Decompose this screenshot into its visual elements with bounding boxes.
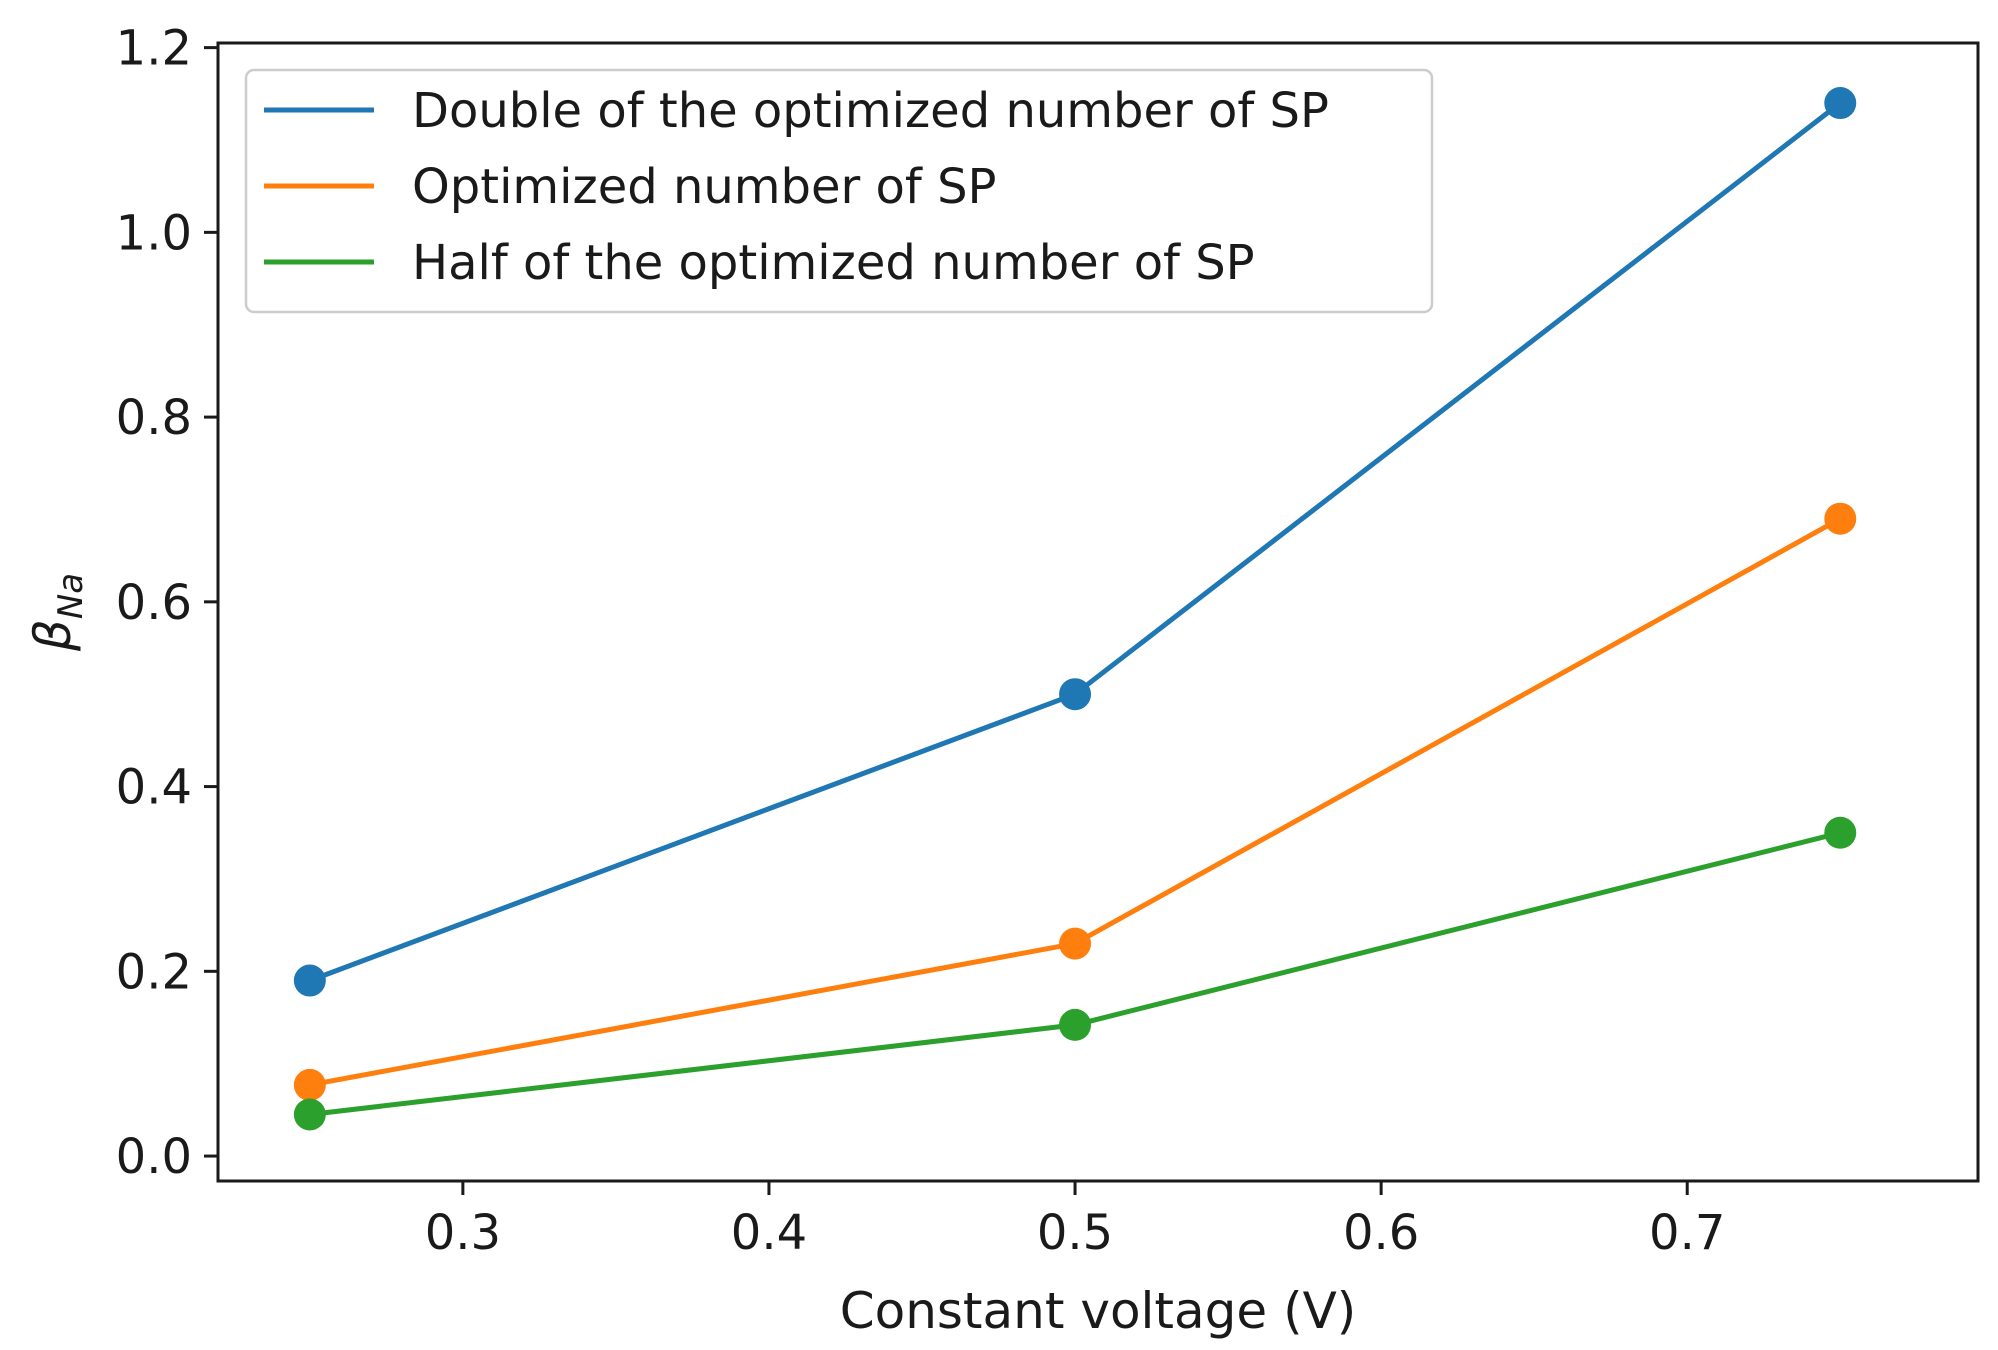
data-point-1-2 [1824,502,1857,535]
x-tick-label: 0.3 [425,1205,501,1261]
legend-label-1: Optimized number of SP [412,159,996,215]
x-tick-label: 0.6 [1343,1205,1419,1261]
legend-box [244,68,1434,314]
data-point-1-0 [293,1068,326,1101]
y-tick-label: 0.4 [116,760,192,816]
y-tick-label: 0.2 [116,944,192,1000]
data-point-1-1 [1059,927,1092,960]
legend: Double of the optimized number of SP Opti… [244,68,1434,314]
y-tick-label: 0.8 [116,390,192,446]
y-tick-label: 0.0 [116,1129,192,1185]
data-point-0-1 [1059,678,1092,711]
series-layer [293,87,1857,1131]
data-point-0-2 [1824,87,1857,120]
y-tick-label: 0.6 [116,575,192,631]
y-tick-label: 1.0 [116,205,192,261]
data-point-2-0 [293,1098,326,1131]
series-line-1 [309,516,1842,1088]
y-axis-label: βNa [24,573,91,652]
x-axis: 0.3 0.4 0.5 0.6 0.7 [425,1181,1725,1261]
data-point-0-0 [293,964,326,997]
legend-label-2: Half of the optimized number of SP [412,235,1255,291]
y-axis-label-main: β [24,619,82,652]
x-tick-label: 0.7 [1649,1205,1725,1261]
series-line-2 [309,830,1841,1117]
data-point-2-2 [1824,816,1857,849]
y-tick-label: 1.2 [116,21,192,77]
plot-frame [216,41,1980,1183]
x-tick-label: 0.5 [1037,1205,1113,1261]
data-point-2-1 [1059,1008,1092,1041]
x-tick-label: 0.4 [731,1205,807,1261]
y-axis: 0.0 0.2 0.4 0.6 0.8 1.0 1.2 [116,21,218,1185]
y-axis-label-sub: Na [51,573,91,619]
legend-label-0: Double of the optimized number of SP [412,83,1329,139]
x-axis-label: Constant voltage (V) [840,1282,1357,1340]
